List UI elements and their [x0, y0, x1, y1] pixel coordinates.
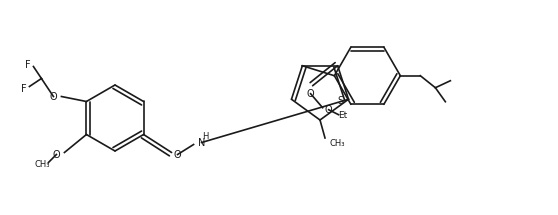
Text: O: O [307, 89, 315, 99]
Text: O: O [174, 149, 181, 160]
Text: O: O [50, 92, 57, 101]
Text: N: N [198, 138, 205, 147]
Text: F: F [21, 83, 26, 94]
Text: O: O [52, 149, 60, 160]
Text: O: O [325, 105, 333, 115]
Text: F: F [25, 60, 30, 69]
Text: CH₃: CH₃ [330, 140, 345, 149]
Text: CH₃: CH₃ [35, 160, 50, 169]
Text: S: S [338, 96, 344, 106]
Text: Et: Et [338, 111, 347, 120]
Text: H: H [203, 132, 209, 141]
